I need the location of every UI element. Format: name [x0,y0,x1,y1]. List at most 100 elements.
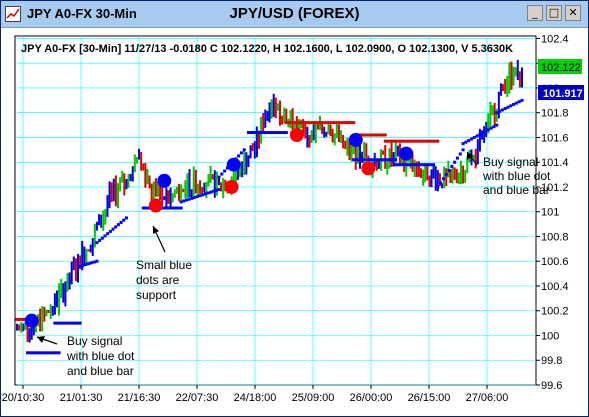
support-dot [472,135,476,139]
resistance-dot [346,121,350,125]
annotation-2-line-3: support [136,288,177,302]
sell-signal-dot [224,179,239,194]
resistance-dot [367,133,371,137]
support-dot [179,206,183,210]
resistance-dot [370,133,374,137]
support-dot [182,199,186,203]
support-dot [260,131,264,135]
grid-lines [17,36,536,386]
support-dot [114,225,118,229]
support-dot [478,132,482,136]
title-bar[interactable]: JPY A0-FX 30-Min JPY/USD (FOREX) _ □ ✕ [1,1,588,28]
resistance-dot [411,139,415,143]
support-dot [174,206,178,210]
sell-signal-dot [289,128,304,143]
support-dot [282,131,286,135]
support-dot [453,160,457,164]
price-chart[interactable]: JPY A0-FX [30-Min] 11/27/13 -0.0180 C 10… [1,28,588,416]
support-dot [144,206,148,210]
support-dot [28,351,32,355]
support-dot [252,131,256,135]
support-dot [484,129,488,133]
x-tick-label: 22/07:30 [176,392,219,404]
indicator-label: 101.917 [543,88,583,100]
support-dot [263,131,267,135]
y-tick-label: 102.4 [541,33,569,45]
last-close-tag: 102.122 [538,59,582,74]
resistance-dot [20,317,24,321]
support-dot [441,177,445,181]
support-dot [56,321,60,325]
x-tick-label: 21/01:30 [60,392,103,404]
support-dot [119,220,123,224]
support-dot [36,351,40,355]
support-dot [84,263,88,267]
support-dot [444,173,448,177]
y-tick-label: 100.8 [541,231,569,243]
support-dot [100,236,104,240]
minimize-button[interactable]: _ [527,5,543,21]
resistance-dot [422,139,426,143]
y-tick-label: 101.2 [541,182,569,194]
resistance-dot [433,139,437,143]
resistance-dot [365,133,369,137]
support-dot [363,158,367,162]
support-dot [492,125,496,129]
support-dot [106,232,110,236]
support-dot [506,105,510,109]
maximize-button[interactable]: □ [546,5,562,21]
support-dot [214,188,218,192]
support-dot [111,227,115,231]
support-dot [26,351,30,355]
buy-signal-dot [399,146,414,161]
support-dot [225,166,229,170]
resistance-dot [311,121,315,125]
resistance-dot [403,139,407,143]
support-dot [402,163,406,167]
chart-icon[interactable] [5,6,21,22]
support-dot [279,131,283,135]
support-dot [461,148,465,152]
support-dot [212,189,216,193]
support-dot [495,123,499,127]
x-tick-label: 21/16:30 [118,392,161,404]
support-dot [163,206,167,210]
resistance-dot [319,121,323,125]
last-close-label: 102.122 [541,62,581,74]
resistance-dot [333,121,337,125]
support-dot [33,351,37,355]
support-dot [249,131,253,135]
sell-signal-dot [148,198,163,213]
support-dot [503,107,507,111]
support-dot [57,351,61,355]
support-dot [413,163,417,167]
resistance-dot [389,139,393,143]
resistance-dot [336,121,340,125]
support-dot [237,154,241,158]
annotation-3-line-3: and blue bar [483,183,550,197]
support-dot [52,351,56,355]
x-tick-label: 26/15:00 [408,392,451,404]
support-dot [405,163,409,167]
support-dot [514,101,518,105]
support-dot [498,109,502,113]
support-dot [439,181,443,185]
resistance-dot [428,139,432,143]
support-dot [206,191,210,195]
support-dot [374,158,378,162]
support-dot [166,206,170,210]
info-line: JPY A0-FX [30-Min] 11/27/13 -0.0180 C 10… [21,43,513,55]
resistance-dot [15,317,19,321]
support-dot [407,163,411,167]
support-dot [185,198,189,202]
annotation-buy-signal-2: Buy signal with blue dot and blue bar [466,151,551,197]
resistance-dot [416,139,420,143]
support-dot [470,137,473,141]
close-button[interactable]: ✕ [565,5,581,21]
support-dot [455,156,459,160]
support-dot [239,151,243,155]
resistance-dot [378,133,382,137]
resistance-dot [383,139,387,143]
